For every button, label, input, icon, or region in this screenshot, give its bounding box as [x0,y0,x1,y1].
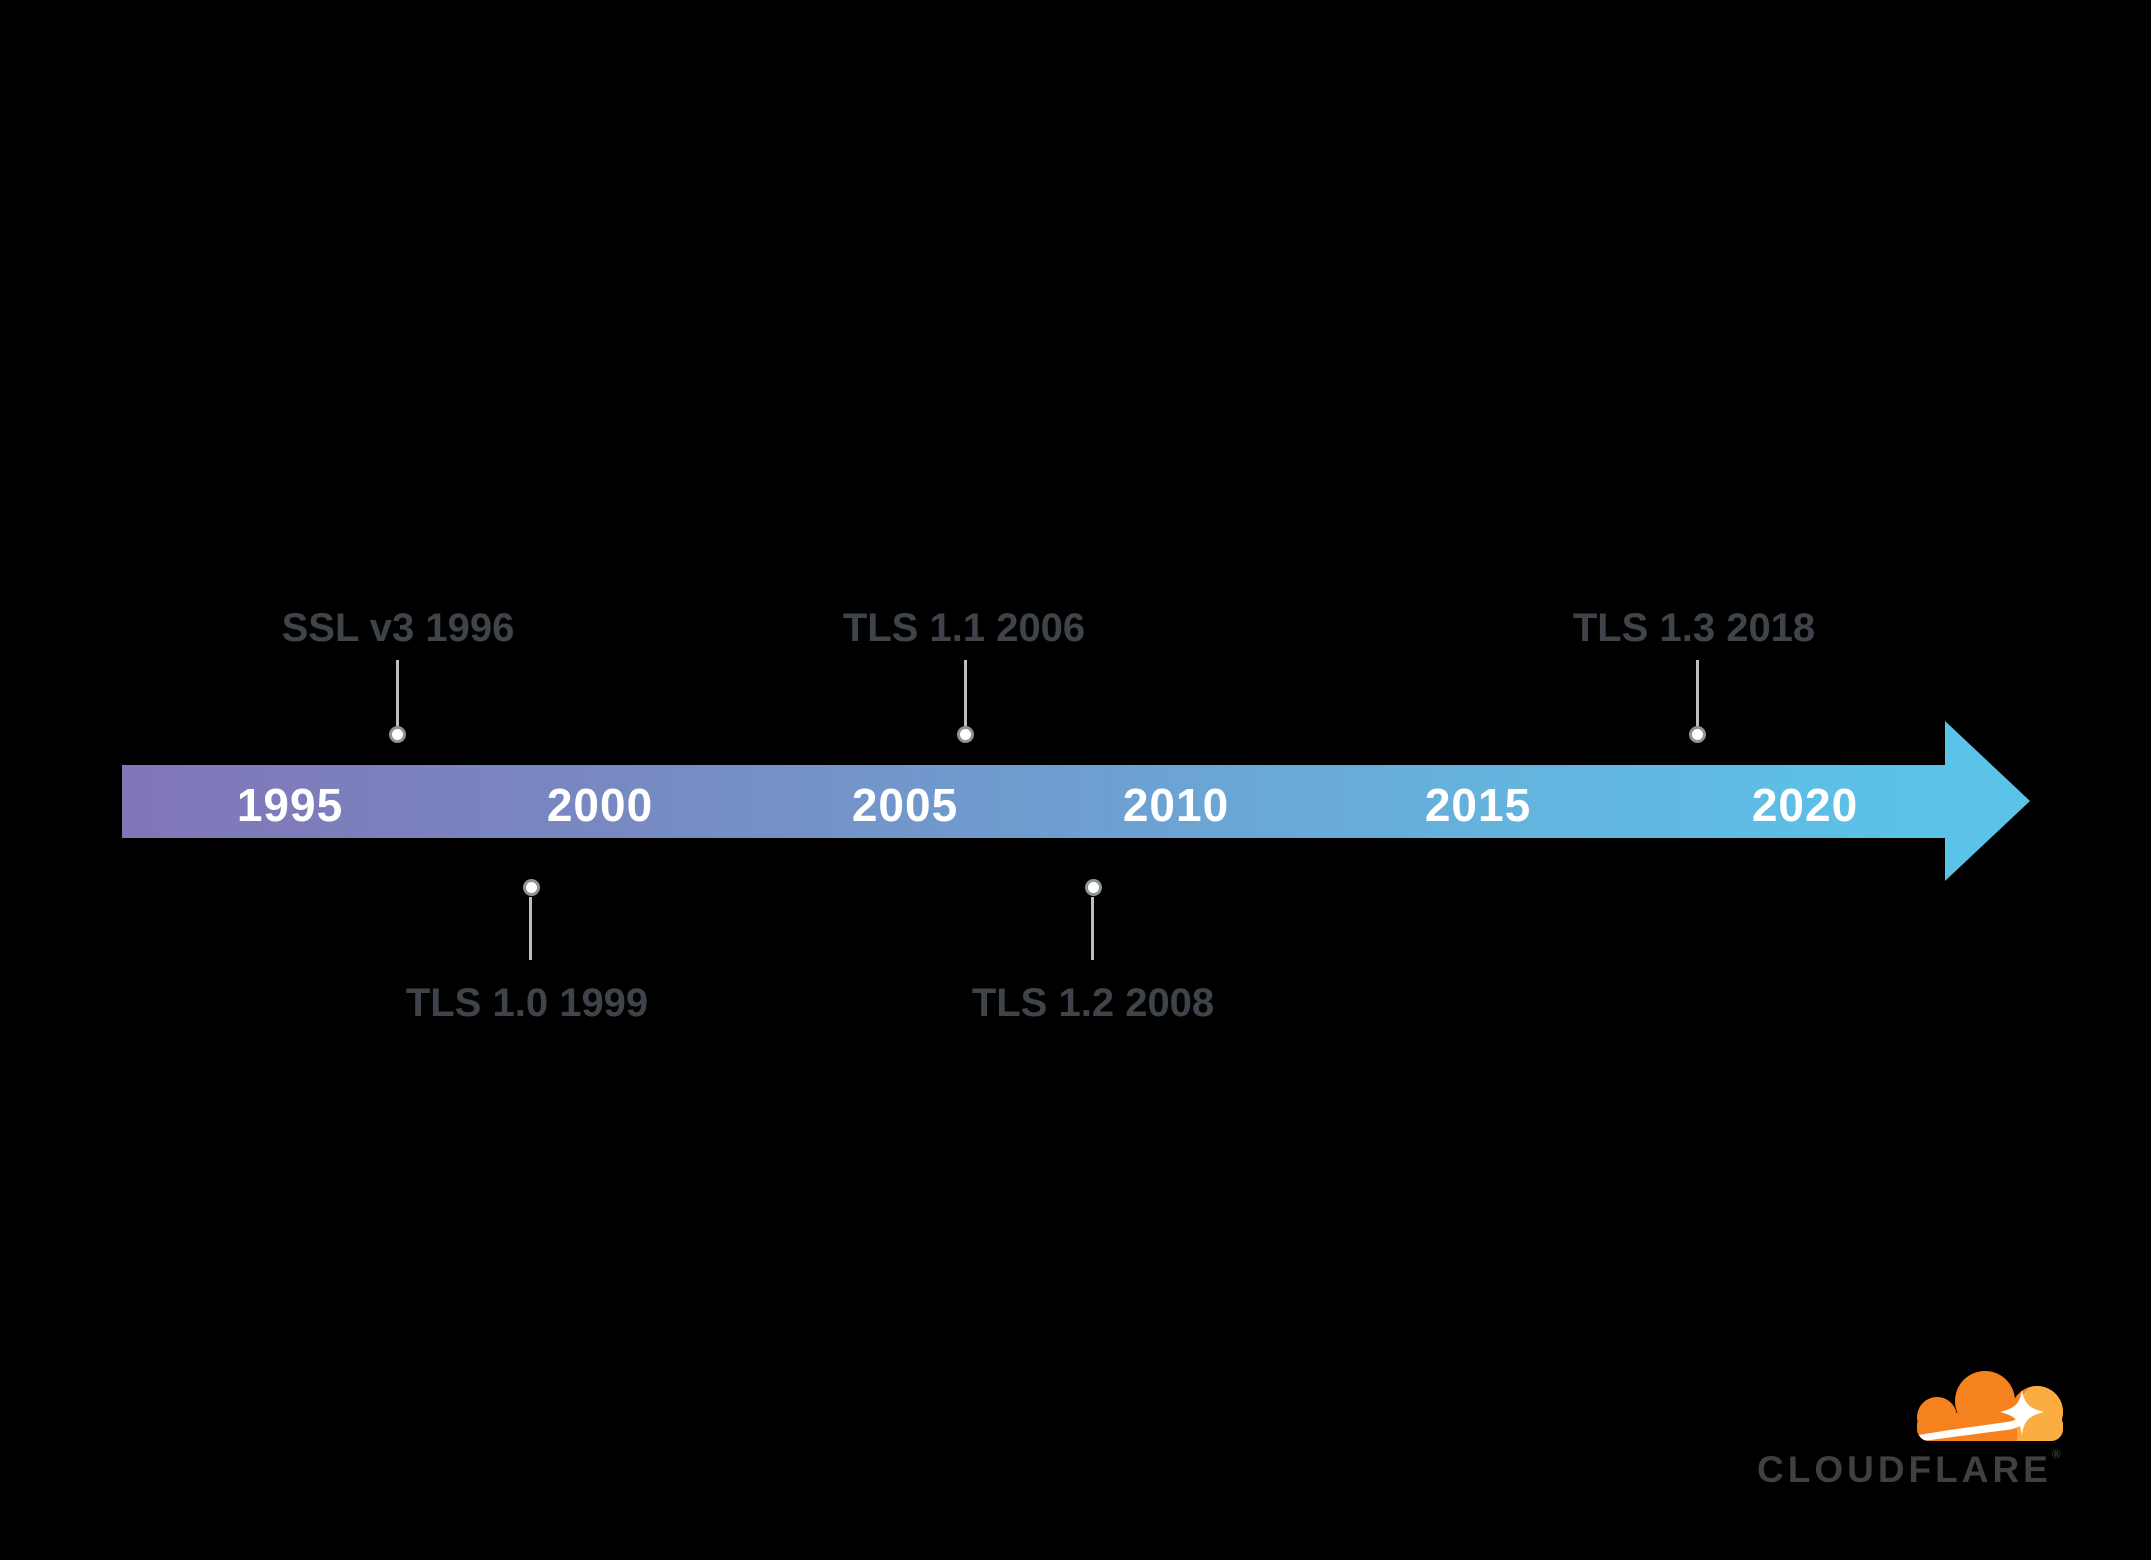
event-connector-line [1696,660,1699,726]
cloudflare-cloud-icon [1917,1371,2063,1441]
event-connector-line [396,660,399,726]
event-connector-line [529,897,532,960]
event-label: TLS 1.2 2008 [971,981,1215,1025]
registered-trademark: ® [2051,1447,2061,1461]
year-label-1995: 1995 [236,779,344,831]
cloudflare-logo: CLOUDFLARE® [1757,1371,2072,1490]
event-label: SSL v3 1996 [281,606,515,650]
year-label-2010: 2010 [1122,779,1230,831]
year-label-2020: 2020 [1751,779,1859,831]
year-label-2005: 2005 [851,779,959,831]
timeline-bar [122,765,1945,838]
cloudflare-brand-text: CLOUDFLARE [1757,1449,2052,1490]
timeline-arrow-icon [1945,721,2030,881]
year-label-2015: 2015 [1424,779,1532,831]
cloudflare-wordmark: CLOUDFLARE® [1757,1447,2061,1491]
event-connector-line [964,660,967,726]
event-connector-line [1091,897,1094,960]
event-marker-dot [957,726,974,743]
event-marker-dot [389,726,406,743]
event-label: TLS 1.0 1999 [405,981,649,1025]
event-label: TLS 1.3 2018 [1572,606,1816,650]
event-marker-dot [1689,726,1706,743]
year-label-2000: 2000 [546,779,654,831]
event-marker-dot [523,879,540,896]
event-label: TLS 1.1 2006 [842,606,1086,650]
event-marker-dot [1085,879,1102,896]
